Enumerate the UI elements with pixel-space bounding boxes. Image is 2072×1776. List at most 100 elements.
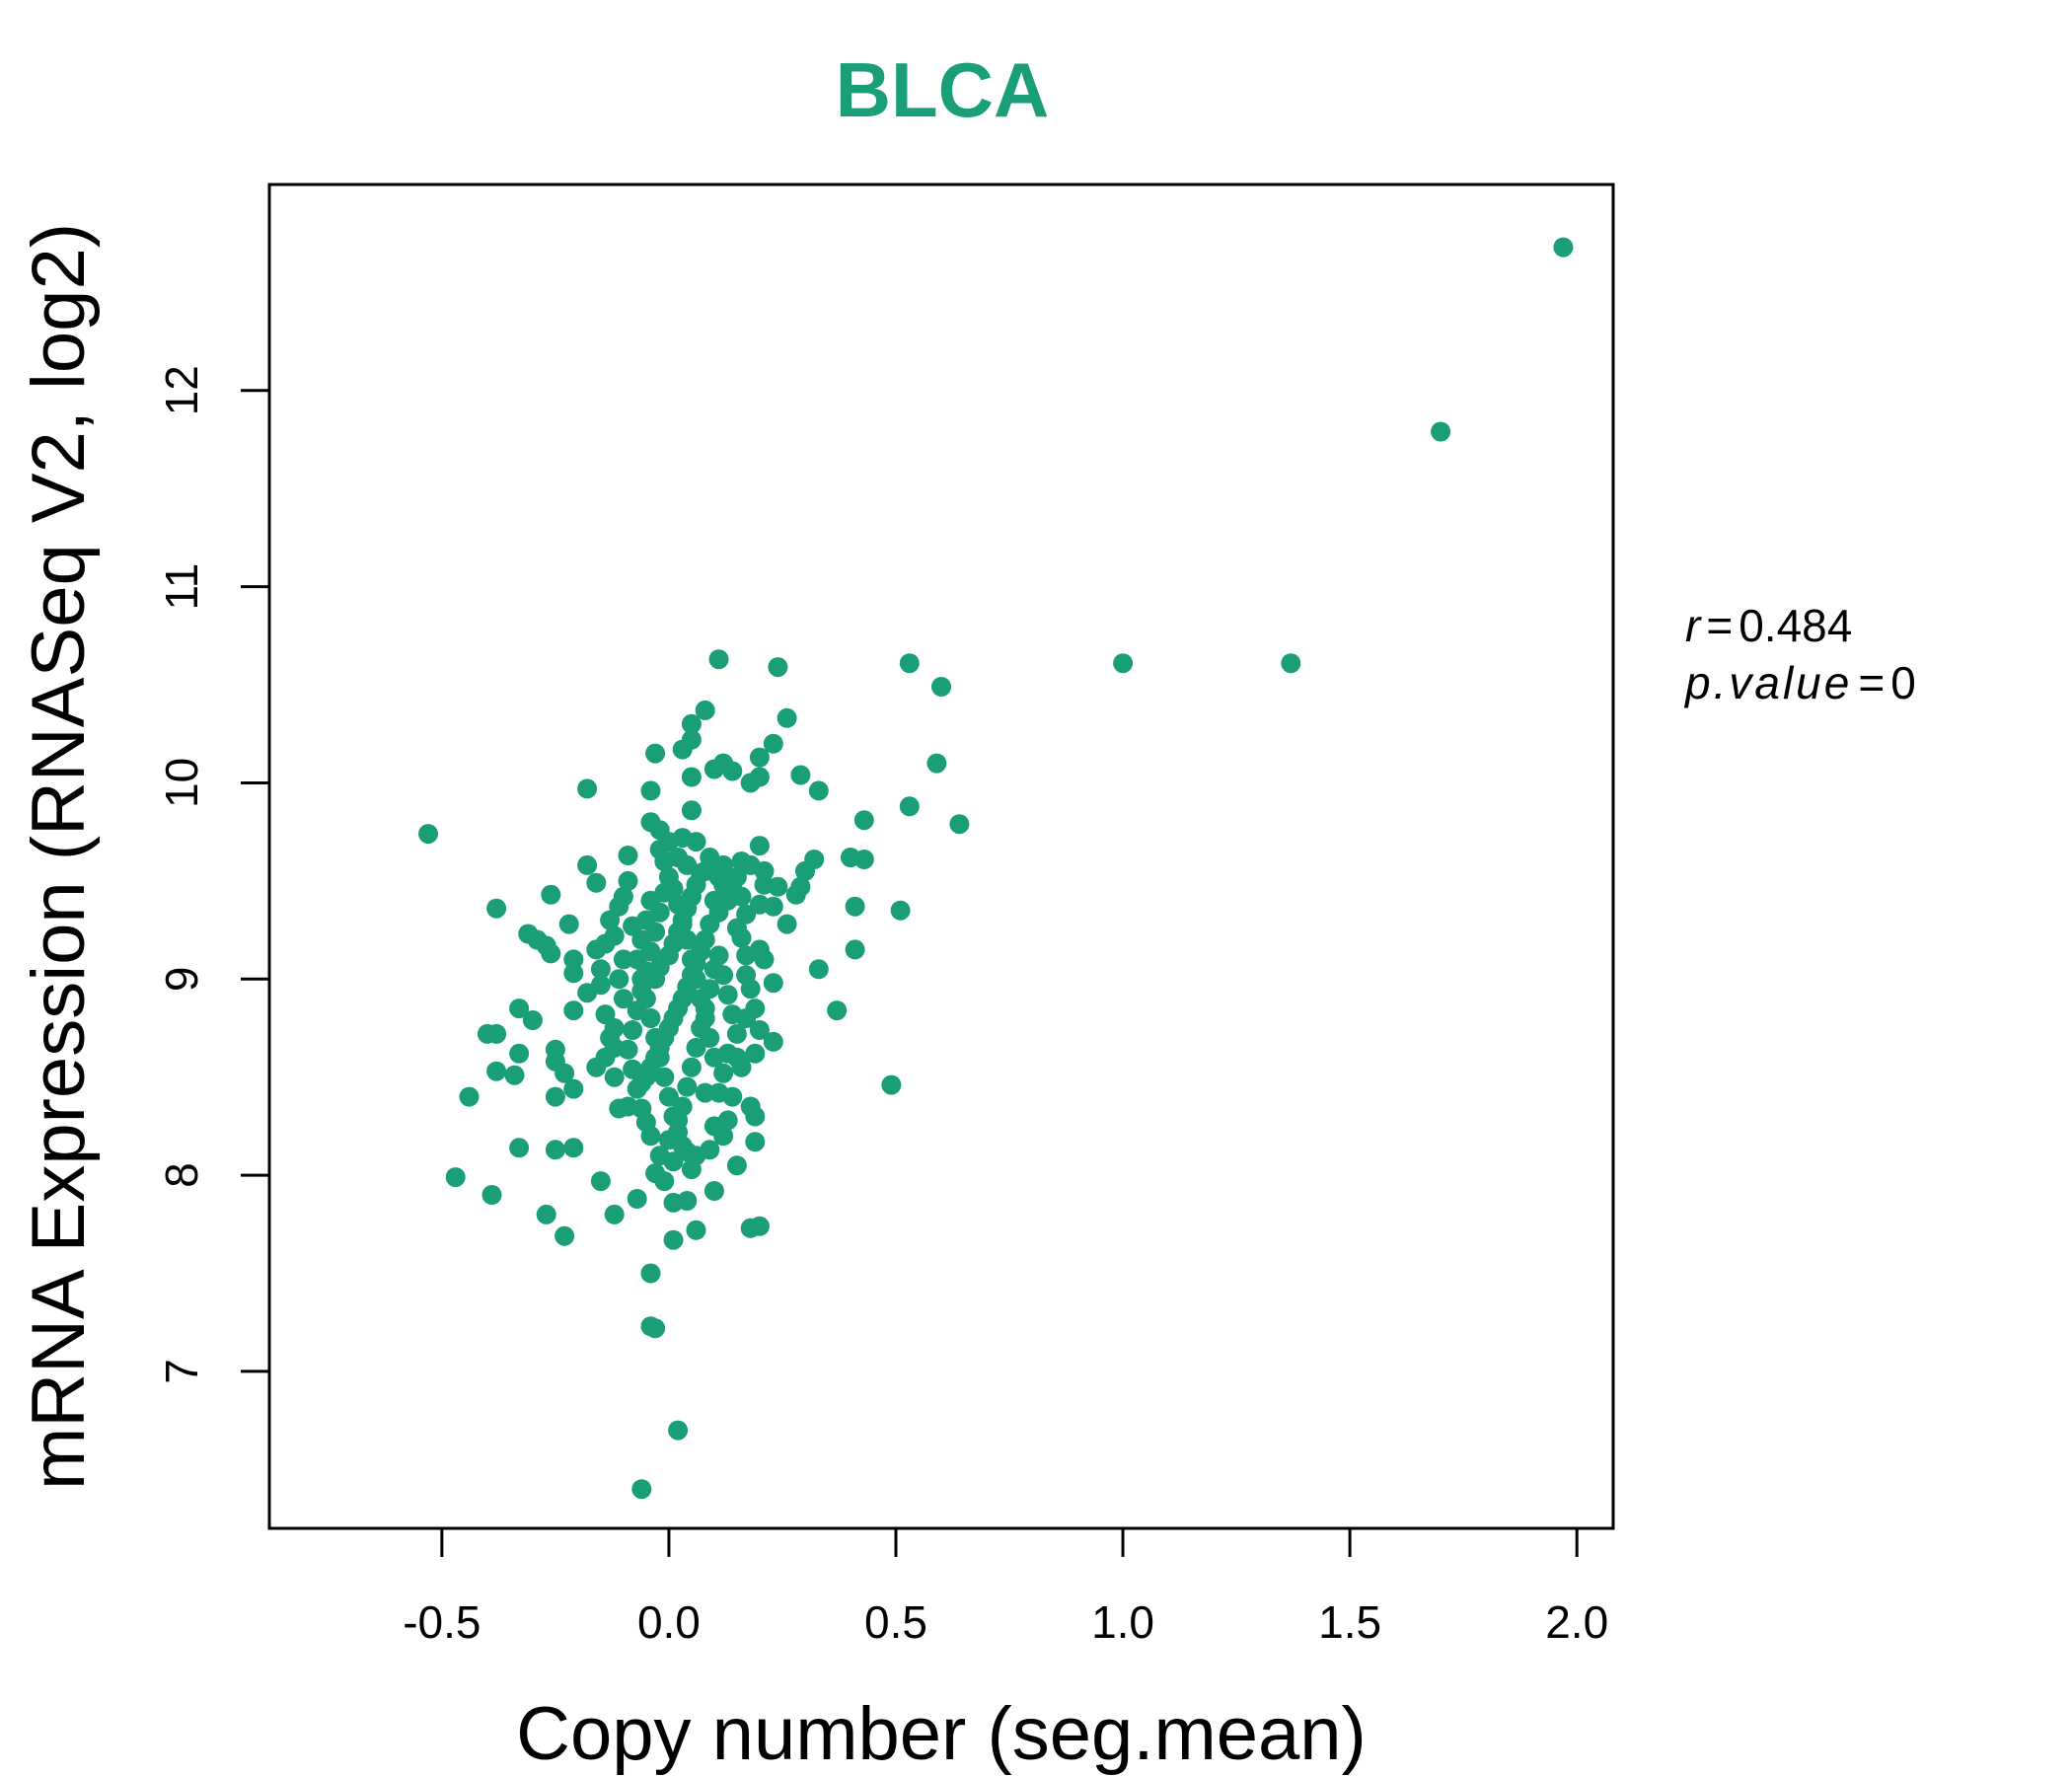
chart-title: BLCA — [836, 46, 1050, 133]
data-point — [677, 854, 698, 875]
data-point — [745, 1043, 766, 1064]
data-point — [695, 1008, 715, 1028]
data-point — [563, 1078, 584, 1099]
data-point — [595, 1047, 616, 1068]
data-point — [509, 1138, 530, 1158]
data-point — [708, 649, 729, 670]
data-point — [590, 975, 611, 996]
data-point — [722, 761, 743, 781]
data-point — [763, 973, 783, 994]
data-point — [640, 941, 661, 962]
r-statistic: r = 0.484 — [1685, 600, 1852, 651]
data-point — [672, 828, 693, 849]
data-point — [640, 1126, 661, 1147]
x-tick-label: 0.5 — [864, 1596, 927, 1648]
data-point — [763, 896, 783, 917]
data-point — [627, 1000, 647, 1021]
data-point — [736, 904, 757, 925]
data-point — [681, 1057, 702, 1077]
data-point — [713, 1063, 734, 1083]
data-point — [804, 850, 825, 869]
p-symbol: p.value — [1683, 657, 1852, 708]
data-point — [749, 1216, 770, 1236]
data-point — [681, 800, 702, 821]
data-point — [713, 965, 734, 986]
data-point — [654, 1171, 675, 1192]
data-point — [631, 981, 652, 1001]
plot-frame — [267, 183, 1615, 1530]
data-point — [1113, 653, 1134, 674]
data-point — [635, 961, 656, 982]
data-point — [703, 1047, 724, 1068]
data-point — [645, 1318, 666, 1339]
data-point — [740, 979, 761, 999]
data-point — [808, 780, 829, 801]
data-point — [726, 1155, 747, 1176]
data-point — [717, 985, 738, 1005]
data-point — [731, 851, 752, 871]
x-tick-label: 1.5 — [1318, 1596, 1381, 1648]
data-point — [586, 939, 607, 960]
data-point — [845, 896, 865, 917]
data-point — [555, 1225, 575, 1246]
data-point — [627, 1078, 647, 1099]
data-point — [668, 1122, 689, 1143]
data-point — [609, 969, 629, 990]
y-axis: 7 8 9 10 11 12 — [156, 365, 271, 1384]
data-point — [640, 780, 661, 801]
data-point — [695, 1082, 715, 1103]
y-tick-label: 11 — [156, 563, 207, 611]
data-point — [663, 1229, 684, 1250]
data-point — [672, 914, 693, 934]
x-tick-label: 2.0 — [1545, 1596, 1608, 1648]
data-point — [627, 1189, 647, 1209]
x-axis-title: Copy number (seg.mean) — [516, 1692, 1367, 1776]
data-point — [722, 1086, 743, 1107]
y-tick-label: 7 — [156, 1359, 207, 1384]
r-value: 0.484 — [1739, 600, 1852, 651]
data-point — [600, 1027, 621, 1048]
data-point — [845, 939, 865, 960]
data-point — [899, 796, 920, 817]
data-point — [681, 713, 702, 734]
data-point — [790, 765, 811, 785]
data-point — [700, 1027, 720, 1048]
data-point — [677, 1191, 698, 1211]
data-point — [899, 653, 920, 674]
x-tick-label: 0.0 — [637, 1596, 701, 1648]
data-point — [686, 1146, 706, 1166]
data-point — [618, 870, 638, 891]
data-point — [631, 1479, 652, 1500]
p-statistic: p.value = 0 — [1683, 657, 1916, 708]
data-point — [586, 872, 607, 893]
data-point — [717, 1110, 738, 1131]
y-tick-label: 10 — [156, 758, 207, 808]
data-point — [618, 846, 638, 865]
data-point — [700, 914, 720, 934]
data-point — [749, 1020, 770, 1040]
data-point — [708, 866, 729, 887]
x-tick-label: 1.0 — [1091, 1596, 1154, 1648]
data-point — [504, 1065, 525, 1085]
data-point — [949, 814, 970, 835]
data-point — [623, 1059, 643, 1079]
data-point — [563, 963, 584, 984]
y-tick-label: 12 — [156, 365, 207, 415]
data-point — [536, 1204, 556, 1224]
data-point — [649, 902, 670, 923]
data-point — [703, 759, 724, 779]
data-point — [763, 1031, 783, 1052]
data-point — [931, 677, 951, 697]
data-point — [654, 882, 675, 903]
data-point — [777, 914, 797, 934]
data-point — [749, 747, 770, 768]
data-point — [703, 1181, 724, 1201]
data-point — [577, 854, 598, 875]
data-point — [717, 890, 738, 911]
data-point — [708, 945, 729, 966]
p-equals: = — [1858, 657, 1885, 708]
data-point — [777, 707, 797, 728]
data-point — [618, 1039, 638, 1060]
data-point — [726, 1023, 747, 1044]
